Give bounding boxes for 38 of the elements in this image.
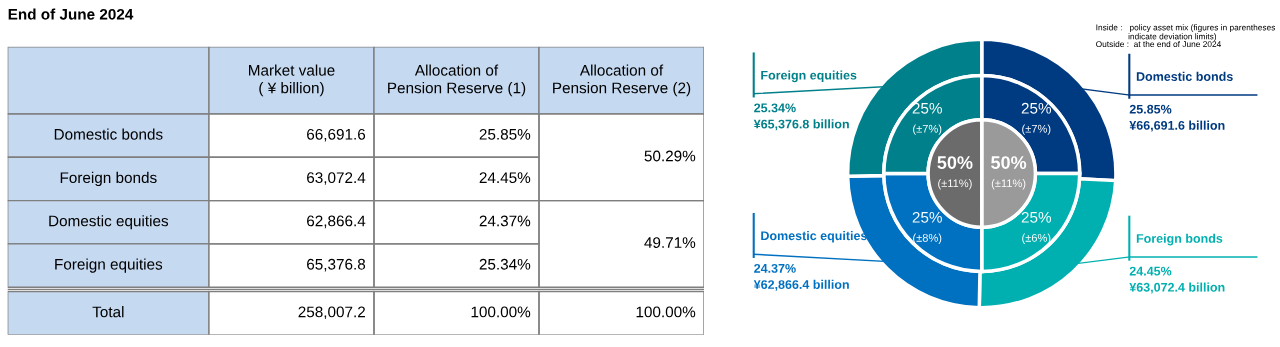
data-label: 24.45% ¥63,072.4 billion [1129, 266, 1225, 294]
data-label: 25% (±8%) [912, 211, 942, 244]
y-tick-label: Foreign bonds [60, 171, 157, 187]
y-tick-label: Foreign equities [55, 258, 163, 273]
data-label: 50% (±11%) [991, 156, 1027, 190]
data-label: 62,866.4 [307, 215, 366, 229]
data-label: 63,072.4 [307, 172, 366, 185]
x-tick-label: Allocation of Pension Reserve (1) [388, 64, 526, 97]
data-label: 24.37% ¥62,866.4 billion [753, 263, 849, 291]
data-label: 50.29% [644, 150, 696, 162]
data-label: 50% (±11%) [937, 156, 973, 190]
slice-label: Domestic equities [761, 230, 867, 243]
data-label: 25.34% ¥65,376.8 billion [753, 103, 849, 131]
data-label: 25.85% [479, 128, 531, 140]
data-label: 24.45% [479, 172, 531, 184]
data-label: 100.00% [471, 306, 531, 318]
data-label: 258,007.2 [298, 306, 365, 320]
y-tick-label: Total [92, 306, 124, 318]
data-label: 25% (±7%) [912, 102, 942, 135]
data-label: 24.37% [479, 215, 531, 227]
x-tick-label: Market value ( ¥ billion) [249, 64, 335, 97]
text: Inside : policy asset mix (figures in parentheses indicate deviation limits) [1096, 24, 1276, 42]
data-label: 25.85% ¥66,691.6 billion [1129, 104, 1225, 132]
data-label: 25% (±6%) [1021, 211, 1052, 244]
data-label: 66,691.6 [307, 128, 366, 142]
slice-label: Domestic bonds [1136, 71, 1233, 81]
y-tick-label: Domestic bonds [54, 128, 163, 140]
x-tick-label: Allocation of Pension Reserve (2) [553, 64, 691, 97]
y-tick-label: Domestic equities [49, 215, 169, 230]
data-label: 65,376.8 [307, 258, 366, 272]
text: Outside : at the end of June 2024 [1096, 40, 1221, 48]
data-label: 100.00% [636, 306, 696, 318]
data-label: 49.71% [644, 237, 696, 249]
data-label: 25.34% [479, 258, 531, 270]
slice-label: Foreign equities [761, 70, 857, 83]
slice-label: Foreign bonds [1136, 233, 1223, 246]
text: End of June 2024 [8, 8, 134, 20]
data-label: 25% (±7%) [1021, 102, 1052, 135]
